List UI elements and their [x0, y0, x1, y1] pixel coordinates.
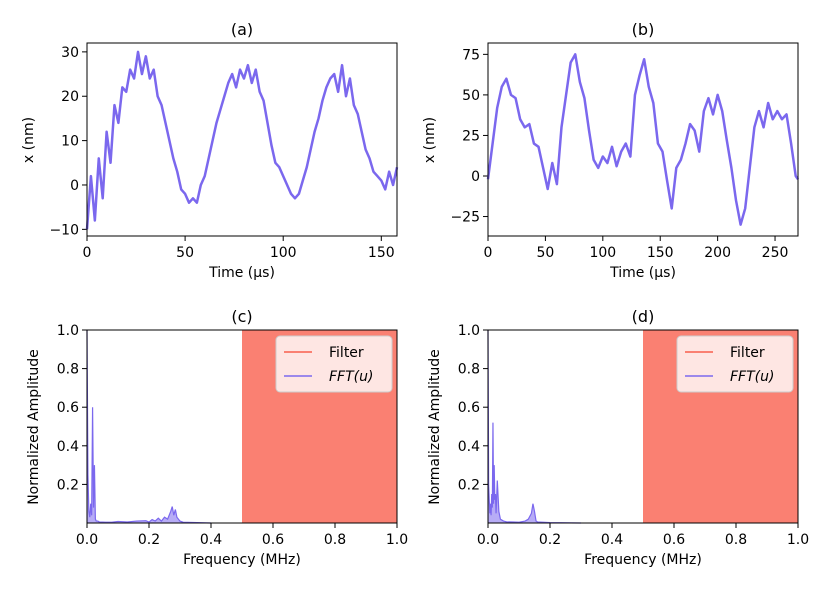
panel-d-xtick-label: 0.8 — [725, 532, 747, 548]
panel-c-xtick-label: 1.0 — [386, 532, 408, 548]
panel-b-ytick-label: 50 — [462, 88, 480, 104]
panel-c-ytick-label: 0.2 — [57, 477, 79, 493]
panel-b-xtick-label: 200 — [704, 245, 731, 261]
panel-c-title: (c) — [231, 307, 252, 326]
panel-c-ytick-label: 0.6 — [57, 400, 79, 416]
panel-d: (d) 0.0 0.2 0.4 0.6 0.8 1.0 0.2 0.4 0.6 0.8 1.0 Fi… — [427, 307, 809, 568]
panel-d-xtick-label: 0.4 — [601, 532, 623, 548]
panel-b-series-line — [486, 53, 800, 226]
panel-c-xtick-label: 0.4 — [200, 532, 222, 548]
panel-d-legend: Filter FFT(u) — [676, 335, 794, 393]
panel-c-ytick-label: 0.8 — [57, 362, 79, 378]
panel-a-ytick-label: 10 — [61, 134, 79, 150]
panel-c-xtick-label: 0.6 — [262, 532, 284, 548]
panel-c-xlabel: Frequency (MHz) — [183, 552, 301, 568]
panel-c-legend-filter-label: Filter — [329, 345, 364, 361]
panel-c-ytick-label: 0.4 — [57, 439, 79, 455]
panel-c-series-line — [86, 329, 212, 524]
panel-a-ylabel: x (nm) — [21, 117, 37, 163]
panel-c-legend-fft-label: FFT(u) — [329, 369, 373, 385]
panel-d-title: (d) — [632, 307, 655, 326]
panel-a-xtick-label: 150 — [368, 245, 395, 261]
panel-b-xtick-label: 150 — [647, 245, 674, 261]
panel-b-ticks: 0 50 100 150 200 250 −25 0 25 50 75 — [450, 47, 788, 261]
panel-c-ticks: 0.0 0.2 0.4 0.6 0.8 1.0 0.2 0.4 0.6 0.8 1.0 — [57, 323, 408, 548]
panel-b-xtick-label: 0 — [484, 245, 493, 261]
panel-a-xlabel: Time (μs) — [208, 265, 275, 281]
panel-d-series — [487, 329, 582, 524]
panel-b-xlabel: Time (μs) — [609, 265, 676, 281]
panel-b-ytick-label: 0 — [471, 169, 480, 185]
panel-b-title: (b) — [632, 20, 655, 39]
panel-d-ytick-label: 0.6 — [458, 400, 480, 416]
panel-d-ytick-label: 0.8 — [458, 362, 480, 378]
panel-b-xtick-label: 250 — [762, 245, 789, 261]
panel-c-series — [86, 329, 212, 524]
panel-a-frame — [86, 42, 398, 237]
panel-d-series-line — [487, 329, 582, 524]
panel-a-xtick-label: 0 — [83, 245, 92, 261]
panel-d-ytick-label: 1.0 — [458, 323, 480, 339]
panel-c-xtick-label: 0.0 — [76, 532, 98, 548]
panel-b-ytick-label: 25 — [462, 128, 480, 144]
panel-a-xtick-label: 100 — [270, 245, 297, 261]
panel-c-xtick-label: 0.8 — [324, 532, 346, 548]
panel-b-series — [486, 53, 800, 226]
panel-b-frame — [487, 42, 799, 237]
panel-a-title: (a) — [231, 20, 253, 39]
panel-c-legend: Filter FFT(u) — [275, 335, 393, 393]
panel-d-ticks: 0.0 0.2 0.4 0.6 0.8 1.0 0.2 0.4 0.6 0.8 1.0 — [458, 323, 809, 548]
panel-a-series-line — [85, 50, 399, 230]
panel-d-frame — [487, 329, 799, 524]
panel-b-xtick-label: 100 — [589, 245, 616, 261]
panel-a-ytick-label: 20 — [61, 89, 79, 105]
panel-a-ytick-label: 30 — [61, 45, 79, 61]
panel-c-ytick-label: 1.0 — [57, 323, 79, 339]
panel-c-ylabel: Normalized Amplitude — [26, 349, 42, 505]
panel-d-ylabel: Normalized Amplitude — [427, 349, 443, 505]
panel-d-legend-fft-label: FFT(u) — [730, 369, 774, 385]
panel-d-ytick-label: 0.4 — [458, 439, 480, 455]
panel-b-ytick-label: −25 — [450, 210, 480, 226]
panel-a-xtick-label: 50 — [176, 245, 194, 261]
panel-d-xtick-label: 1.0 — [787, 532, 809, 548]
panel-d-xtick-label: 0.6 — [663, 532, 685, 548]
panel-a-series — [85, 50, 399, 230]
panel-c-frame — [86, 329, 398, 524]
panel-a-ytick-label: −10 — [49, 222, 79, 238]
panel-d-xtick-label: 0.0 — [477, 532, 499, 548]
panel-d-series-area — [488, 330, 581, 523]
panel-d-ytick-label: 0.2 — [458, 477, 480, 493]
panel-b-plot-area — [488, 43, 798, 236]
panel-d-xlabel: Frequency (MHz) — [584, 552, 702, 568]
panel-a-ytick-label: 0 — [70, 178, 79, 194]
panel-d-legend-filter-label: Filter — [730, 345, 765, 361]
panel-b-xtick-label: 50 — [536, 245, 554, 261]
panel-b-ylabel: x (nm) — [422, 117, 438, 163]
panel-c: (c) 0.0 0.2 0.4 0.6 0.8 1.0 0.2 0.4 0.6 0.8 1.0 Fi… — [26, 307, 408, 568]
panel-c-xtick-label: 0.2 — [138, 532, 160, 548]
panel-b-ytick-label: 75 — [462, 47, 480, 63]
panel-d-xtick-label: 0.2 — [539, 532, 561, 548]
